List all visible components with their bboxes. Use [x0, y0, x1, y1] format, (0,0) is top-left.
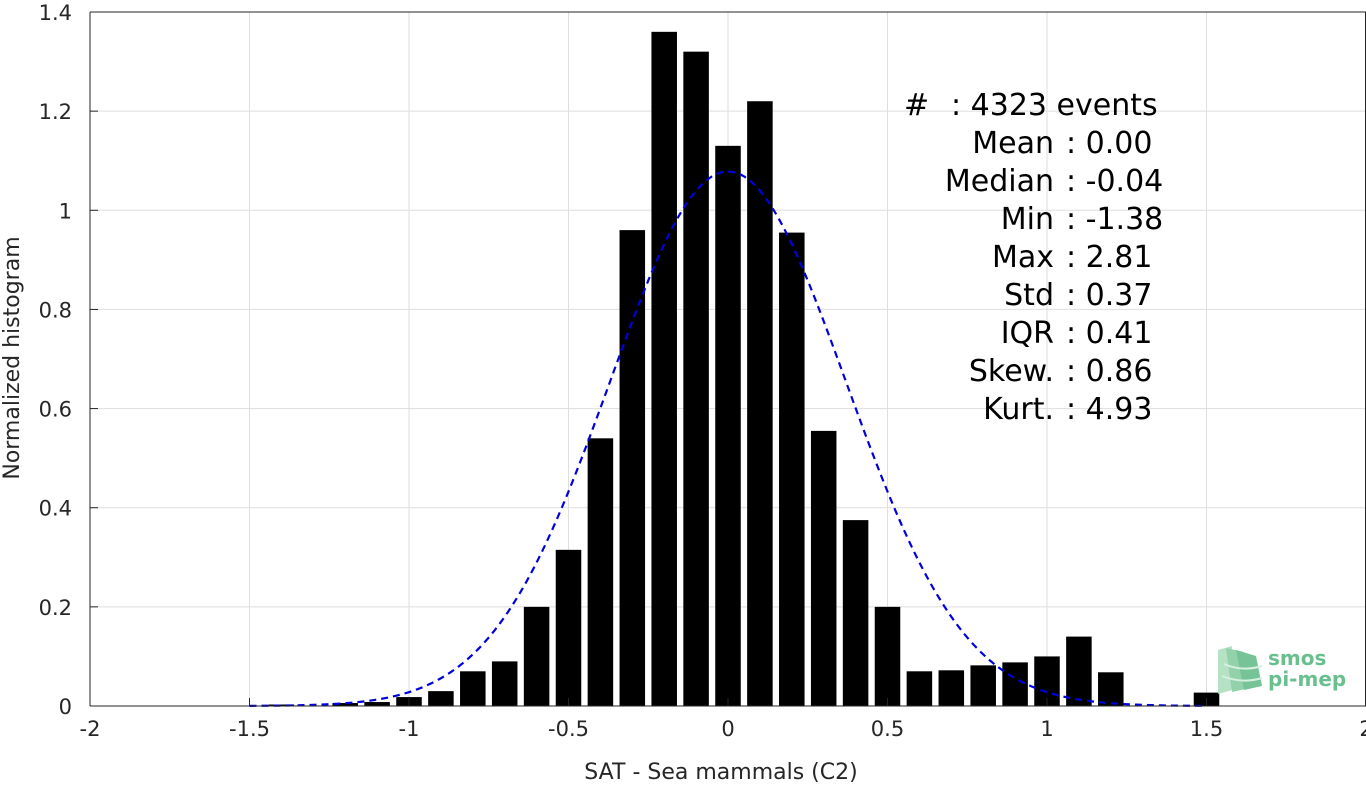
stats-label: Median — [945, 164, 1054, 199]
histogram-bar — [491, 661, 518, 706]
histogram-bar — [587, 438, 614, 706]
histogram-bar — [1034, 656, 1060, 706]
histogram-bar — [970, 665, 996, 706]
y-tick-label: 1 — [59, 199, 72, 223]
y-tick-label: 0.6 — [39, 398, 72, 422]
histogram-bar — [842, 520, 869, 706]
stats-value: : 4.93 — [1066, 392, 1152, 427]
x-tick-label: 1.5 — [1190, 717, 1223, 741]
y-tick-label: 0.2 — [39, 596, 72, 620]
histogram-bar — [428, 691, 454, 706]
stats-label: Std — [1004, 278, 1054, 313]
stats-count-label: # — [904, 88, 929, 123]
x-tick-label: -1 — [399, 717, 420, 741]
smos-pimep-logo: smos pi-mep — [1218, 646, 1346, 694]
histogram-bar — [523, 606, 550, 706]
histogram-bar — [715, 145, 741, 707]
logo-text-line2: pi-mep — [1268, 667, 1346, 691]
logo-text-line1: smos — [1268, 646, 1326, 670]
histogram-bar — [1098, 672, 1124, 706]
y-tick-label: 0 — [59, 695, 72, 719]
bars — [268, 31, 1220, 707]
fit-curve — [249, 170, 1207, 707]
y-tick-label: 0.4 — [39, 497, 72, 521]
stats-value: : 0.00 — [1066, 126, 1152, 161]
normal-fit-line — [249, 170, 1207, 707]
stats-value: : 0.86 — [1066, 354, 1152, 389]
stats-value: : -0.04 — [1066, 164, 1163, 199]
x-tick-label: -2 — [80, 717, 101, 741]
stats-label: Skew. — [969, 354, 1054, 389]
histogram-bar — [779, 232, 805, 707]
y-tick-label: 1.2 — [39, 100, 72, 124]
histogram-bar — [874, 606, 901, 706]
stats-value: : 2.81 — [1066, 240, 1152, 275]
stats-label: Max — [992, 240, 1054, 275]
histogram-bar — [906, 671, 933, 706]
stats-value: : -1.38 — [1066, 202, 1163, 237]
stats-count-value: : 4323 events — [951, 88, 1158, 123]
histogram-bar — [555, 549, 582, 706]
histogram-bar — [460, 671, 486, 706]
histogram-bar — [810, 430, 837, 706]
x-tick-label: 1 — [1040, 717, 1053, 741]
x-tick-label: -1.5 — [229, 717, 270, 741]
stats-value: : 0.41 — [1066, 316, 1152, 351]
stats-label: Kurt. — [983, 392, 1054, 427]
x-tick-label: -0.5 — [548, 717, 589, 741]
tick-labels: -2 -1.5 -1 -0.5 0 0.5 1 1.5 2 0 0.2 0.4 0.6 0.8 1 1.2 1.… — [39, 1, 1366, 741]
x-axis-title: SAT - Sea mammals (C2) — [584, 760, 857, 784]
stats-label: Mean — [972, 126, 1054, 161]
x-tick-label: 0.5 — [871, 717, 904, 741]
stats-label: Min — [1001, 202, 1054, 237]
y-tick-label: 1.4 — [39, 1, 72, 25]
histogram-bar — [938, 670, 965, 706]
histogram-bar — [332, 703, 358, 706]
histogram-bar — [1002, 662, 1028, 706]
y-axis-title: Normalized histogram — [0, 236, 25, 479]
x-tick-label: 2 — [1359, 717, 1366, 741]
y-tick-label: 0.8 — [39, 298, 72, 322]
stats-value: : 0.37 — [1066, 278, 1152, 313]
stats-box: # : 4323 events Mean : 0.00 Median : -0.04 M… — [904, 88, 1163, 427]
histogram-bar — [651, 31, 677, 707]
histogram-bar — [683, 51, 709, 706]
histogram-bar — [268, 704, 295, 706]
histogram-bar — [364, 702, 390, 706]
stats-label: IQR — [1001, 316, 1054, 351]
logo-wave-icon — [1218, 646, 1263, 694]
histogram-bar — [619, 230, 646, 706]
histogram-bar — [1066, 636, 1092, 706]
x-tick-label: 0 — [721, 717, 734, 741]
